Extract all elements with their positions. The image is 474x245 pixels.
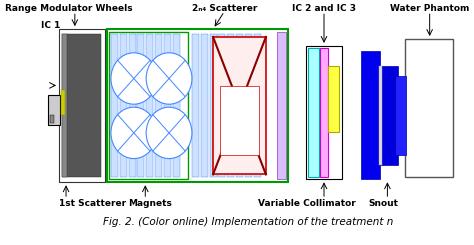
Ellipse shape — [111, 107, 157, 159]
Bar — [361, 51, 380, 179]
Bar — [245, 34, 252, 177]
Bar — [62, 34, 67, 177]
Bar — [173, 34, 180, 177]
Ellipse shape — [146, 53, 192, 104]
Text: IC 1: IC 1 — [41, 21, 61, 30]
Bar — [48, 95, 60, 125]
Bar — [164, 34, 171, 177]
Bar — [59, 29, 105, 182]
Bar — [379, 66, 382, 165]
Bar — [62, 34, 101, 177]
Text: 2ₙ₄ Scatterer: 2ₙ₄ Scatterer — [192, 4, 257, 13]
Bar — [137, 34, 145, 177]
Bar — [328, 66, 339, 132]
Bar — [395, 75, 406, 155]
Bar — [120, 34, 127, 177]
Bar — [320, 48, 328, 177]
Bar — [379, 66, 398, 165]
Bar — [109, 32, 189, 179]
Bar — [236, 34, 243, 177]
Bar — [128, 34, 136, 177]
Bar — [220, 86, 259, 155]
Bar — [210, 34, 217, 177]
Bar — [254, 34, 261, 177]
Bar — [50, 115, 54, 123]
Bar — [155, 34, 162, 177]
Text: Range Modulator Wheels: Range Modulator Wheels — [5, 4, 133, 13]
Bar — [308, 48, 319, 177]
Bar — [61, 90, 65, 115]
Bar — [306, 46, 342, 179]
Text: IC 2 and IC 3: IC 2 and IC 3 — [292, 4, 356, 13]
Text: 1st Scatterer: 1st Scatterer — [59, 199, 126, 208]
Bar — [277, 32, 286, 179]
Bar — [111, 34, 118, 177]
Bar — [146, 34, 153, 177]
Bar — [219, 34, 226, 177]
Ellipse shape — [111, 53, 157, 104]
Text: Fig. 2. (Color online) Implementation of the treatment n: Fig. 2. (Color online) Implementation of… — [103, 217, 393, 227]
Bar — [405, 39, 454, 177]
Text: Magnets: Magnets — [128, 199, 172, 208]
Bar — [227, 34, 234, 177]
Bar — [213, 37, 266, 174]
Text: Variable Collimator: Variable Collimator — [257, 199, 356, 208]
Ellipse shape — [146, 107, 192, 159]
Text: Water Phantom: Water Phantom — [390, 4, 469, 13]
Bar — [192, 34, 199, 177]
Text: Snout: Snout — [368, 199, 398, 208]
Bar — [108, 29, 288, 182]
Bar — [201, 34, 208, 177]
